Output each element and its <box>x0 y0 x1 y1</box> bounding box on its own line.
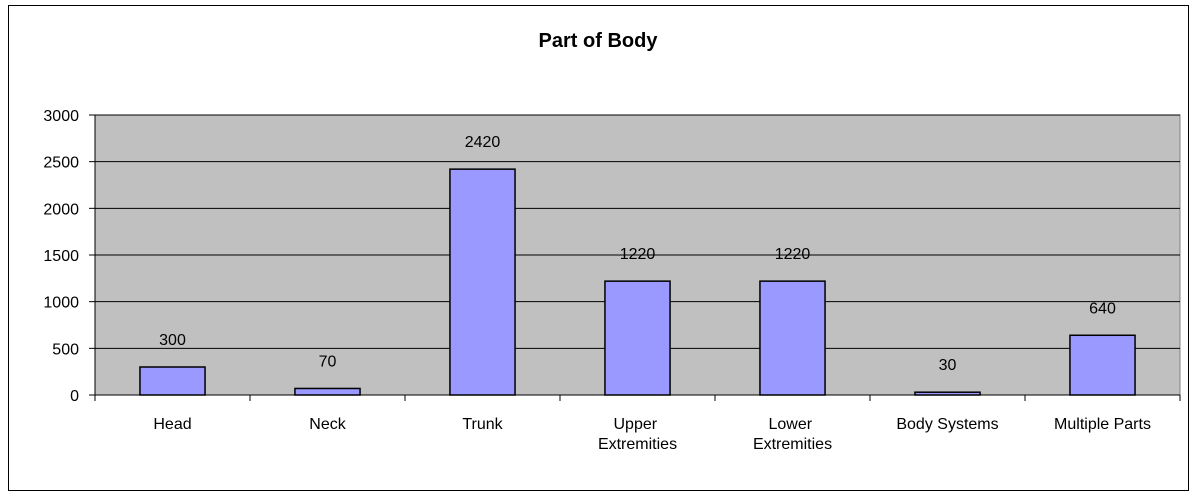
data-label: 30 <box>939 357 957 374</box>
x-tick-label: Multiple Parts <box>1054 416 1151 433</box>
x-tick-label: Body Systems <box>896 416 998 433</box>
bar <box>914 391 981 396</box>
bar <box>604 280 671 396</box>
x-tick-label: Neck <box>309 416 346 433</box>
x-tick-label: Trunk <box>462 416 503 433</box>
y-tick-label: 0 <box>70 388 79 405</box>
data-label: 1220 <box>775 246 811 263</box>
x-tick-label: Lower Extremities <box>753 416 832 453</box>
bar <box>449 168 516 396</box>
chart-title: Part of Body <box>539 30 659 52</box>
data-label: 70 <box>319 353 337 370</box>
bar <box>1069 334 1136 396</box>
y-tick-label: 500 <box>52 341 79 358</box>
data-label: 2420 <box>465 134 501 151</box>
data-label: 300 <box>159 332 186 349</box>
y-tick-label: 2500 <box>43 155 79 172</box>
x-tick-label: Upper Extremities <box>598 416 677 453</box>
bar <box>139 366 206 396</box>
bar <box>759 280 826 396</box>
y-tick-label: 1000 <box>43 295 79 312</box>
y-tick-label: 3000 <box>43 108 79 125</box>
bar <box>294 387 361 396</box>
data-label: 1220 <box>620 246 656 263</box>
x-tick-label: Head <box>153 416 191 433</box>
y-tick-label: 1500 <box>43 248 79 265</box>
data-label: 640 <box>1089 300 1116 317</box>
y-tick-label: 2000 <box>43 201 79 218</box>
